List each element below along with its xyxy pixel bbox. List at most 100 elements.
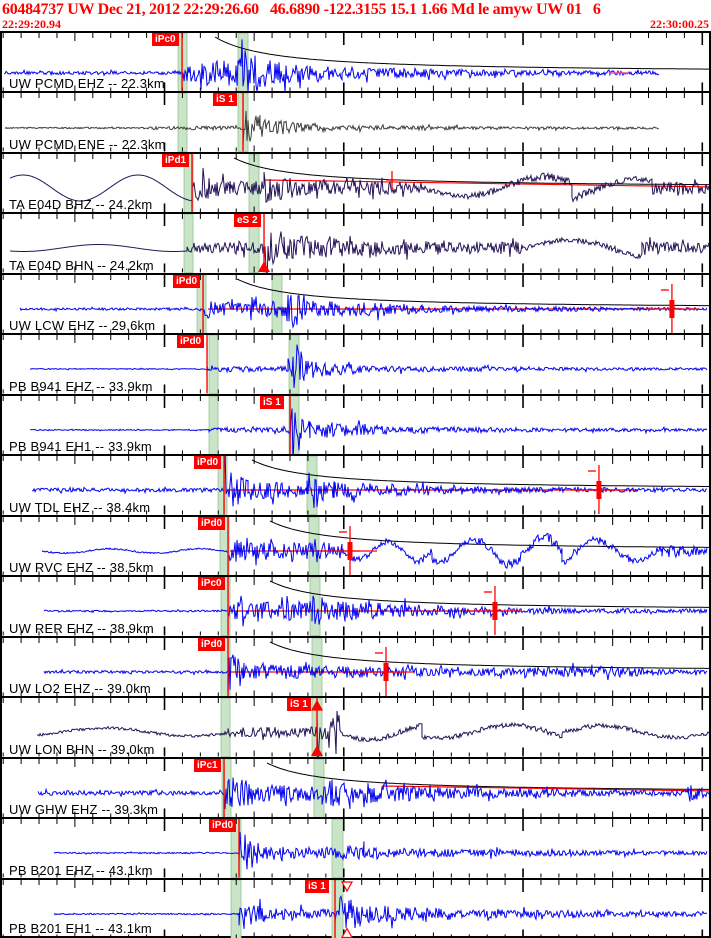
station-label: UW GHW EHZ -- 39.3km <box>9 802 159 818</box>
trace-row[interactable]: iPd0 UW TDL EHZ -- 38.4km <box>2 454 711 515</box>
coda-decay-curve <box>233 157 711 186</box>
seismogram-trace <box>32 456 707 509</box>
phase-window-band <box>331 819 344 878</box>
waveform-plot <box>2 577 711 636</box>
pick-flag[interactable]: iPc0 <box>198 577 225 591</box>
seismogram-trace <box>29 344 708 389</box>
trace-row[interactable]: eS 2 TA E04D BHN -- 24.2km <box>2 212 711 273</box>
pick-flag[interactable]: iPd0 <box>177 335 205 349</box>
trace-row[interactable]: iPc1 UW GHW EHZ -- 39.3km <box>2 756 711 818</box>
phase-window-band <box>177 93 188 152</box>
waveform-plot <box>2 93 704 152</box>
waveform-plot <box>2 456 711 515</box>
phase-window-band <box>248 214 260 273</box>
s-pick-triangle <box>340 880 354 892</box>
event-header: 60484737 UW Dec 21, 2012 22:29:26.60 46.… <box>0 0 711 31</box>
coda-decay-curve <box>266 762 711 790</box>
trace-row[interactable]: iPd0 PB B941 EHZ -- 33.9km <box>2 333 711 394</box>
s-pick-triangle <box>310 745 324 757</box>
seismogram-trace <box>9 167 711 203</box>
pick-flag[interactable]: iPd0 <box>209 819 237 833</box>
station-label: UW TDL EHZ -- 38.4km <box>9 499 151 515</box>
pick-flag[interactable]: iPd1 <box>162 153 190 167</box>
seismogram-trace <box>41 532 708 569</box>
coda-decay-curve <box>236 278 711 306</box>
trace-row[interactable]: iPd0 UW LO2 EHZ -- 39.0km <box>2 635 711 697</box>
pick-flag[interactable]: iPd0 <box>198 516 226 530</box>
trace-row[interactable]: iS 1 UW LON BHN -- 39.0km <box>2 696 711 757</box>
station-label: UW LON BHN -- 39.0km <box>9 741 155 757</box>
trace-row[interactable]: iS 1 UW PCMD ENE -- 22.3km <box>2 91 711 152</box>
phase-window-band <box>183 214 194 273</box>
phase-window-band <box>196 274 207 334</box>
seismogram-trace <box>3 39 660 92</box>
pick-flag[interactable]: iPc1 <box>194 758 221 772</box>
coda-end-marker <box>596 481 602 500</box>
pick-flag[interactable]: iS 1 <box>287 698 311 712</box>
waveform-plot <box>2 698 711 757</box>
station-label: UW PCMD EHZ -- 22.3km <box>9 76 165 92</box>
coda-end-marker <box>383 662 389 681</box>
waveform-plot <box>2 153 711 213</box>
phase-window-band <box>219 516 230 576</box>
trace-row[interactable]: iPd1 TA E04D BHZ -- 24.2km <box>2 151 711 213</box>
seismogram-trace <box>53 894 708 929</box>
pick-flag[interactable]: iS 1 <box>260 395 284 409</box>
phase-window-band <box>331 879 344 938</box>
pick-flag[interactable]: iPd0 <box>173 274 201 288</box>
station-label: TA E04D BHZ -- 24.2km <box>9 197 153 213</box>
trace-row[interactable]: iPd0 UW RVC EHZ -- 38.5km <box>2 514 711 576</box>
trace-row[interactable]: iPd0 PB B201 EHZ -- 43.1km <box>2 817 711 878</box>
waveform-plot <box>2 335 708 394</box>
s-pick-triangle <box>258 261 271 273</box>
phase-window-band <box>311 637 323 697</box>
coda-decay-curve <box>251 459 711 488</box>
seismogram-trace <box>43 595 708 627</box>
station-label: UW RVC EHZ -- 38.5km <box>9 560 154 576</box>
trace-row[interactable]: iS 1 PB B941 EH1 -- 33.9km <box>2 393 711 455</box>
station-label: PB B941 EHZ -- 33.9km <box>9 378 153 394</box>
station-label: TA E04D BHN -- 24.2km <box>9 257 154 273</box>
pick-flag[interactable]: eS 2 <box>234 214 261 228</box>
trace-row[interactable]: iS 1 PB B201 EH1 -- 43.1km <box>2 877 711 938</box>
coda-end-marker <box>669 299 675 318</box>
station-label: PB B941 EH1 -- 33.9km <box>9 439 152 455</box>
seismogram-trace <box>30 408 708 455</box>
s-pick-triangle <box>310 699 324 711</box>
trace-panel: iPc0 UW PCMD EHZ -- 22.3km iS 1 UW PCMD … <box>0 31 711 938</box>
waveform-plot <box>2 637 711 697</box>
coda-end-marker <box>347 541 353 560</box>
pick-flag[interactable]: iS 1 <box>305 879 329 893</box>
seismogram-trace <box>19 294 708 329</box>
waveform-plot <box>2 395 708 455</box>
seismogram-trace <box>37 777 711 809</box>
event-summary: 60484737 UW Dec 21, 2012 22:29:26.60 46.… <box>2 1 601 18</box>
station-label: PB B201 EH1 -- 43.1km <box>9 920 152 936</box>
coda-end-marker <box>492 602 498 621</box>
seismogram-trace <box>53 832 708 870</box>
seismogram-trace <box>36 710 711 757</box>
pick-flag[interactable]: iS 1 <box>213 93 237 107</box>
station-label: PB B201 EHZ -- 43.1km <box>9 862 153 878</box>
waveform-plot <box>2 879 708 938</box>
pick-flag[interactable]: iPc0 <box>152 33 179 46</box>
coda-duration-line <box>264 179 711 188</box>
pick-flag[interactable]: iPd0 <box>194 456 222 470</box>
phase-window-band <box>217 456 228 515</box>
trace-row[interactable]: iPc0 UW PCMD EHZ -- 22.3km <box>2 31 711 92</box>
phase-window-band <box>313 758 325 818</box>
trace-row[interactable]: iPc0 UW RER EHZ -- 38.9km <box>2 575 711 636</box>
window-end-time: 22:30:00.25 <box>650 17 709 31</box>
phase-window-band <box>208 335 219 394</box>
coda-decay-curve <box>269 580 711 609</box>
seismogram-trace <box>10 231 711 273</box>
waveform-plot <box>2 819 708 878</box>
waveform-plot <box>2 516 711 576</box>
pick-flag[interactable]: iPd0 <box>198 637 226 651</box>
seismogram-trace <box>43 654 708 695</box>
waveform-plot <box>2 274 711 334</box>
waveform-plot <box>2 214 711 273</box>
phase-window-band <box>220 698 231 757</box>
trace-row[interactable]: iPd0 UW LCW EHZ -- 29.6km <box>2 272 711 334</box>
